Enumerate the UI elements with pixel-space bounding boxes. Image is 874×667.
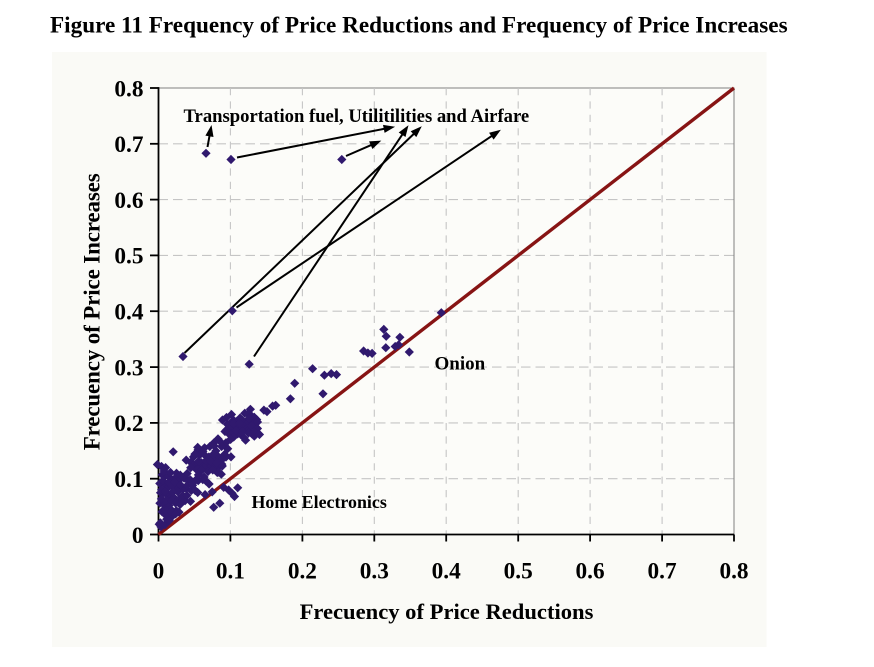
svg-text:0.1: 0.1 [114,467,143,493]
svg-text:0.2: 0.2 [288,559,317,585]
svg-text:0.4: 0.4 [432,559,461,585]
svg-text:Onion: Onion [435,354,486,375]
svg-text:Figure 11 Frequency of Price R: Figure 11 Frequency of Price Reductions … [50,12,788,38]
svg-text:0.3: 0.3 [114,355,143,381]
svg-text:0.1: 0.1 [216,559,245,585]
svg-text:0.5: 0.5 [114,244,143,270]
svg-text:0.7: 0.7 [648,559,677,585]
svg-text:0.2: 0.2 [114,411,143,437]
svg-text:Transportation fuel, Utilitili: Transportation fuel, Utilitilities and A… [184,106,530,127]
svg-text:Frecuency of Price Increases: Frecuency of Price Increases [79,173,104,450]
svg-text:0: 0 [153,559,165,585]
svg-text:Frecuency of Price Reductions: Frecuency of Price Reductions [300,599,594,624]
svg-text:0.4: 0.4 [114,300,143,326]
svg-text:0: 0 [132,523,144,549]
svg-text:0.6: 0.6 [114,188,143,214]
svg-text:Home Electronics: Home Electronics [252,492,387,512]
svg-text:0.6: 0.6 [576,559,605,585]
svg-text:0.5: 0.5 [504,559,533,585]
svg-text:0.8: 0.8 [114,76,143,102]
svg-text:0.7: 0.7 [114,132,143,158]
svg-text:0.3: 0.3 [360,559,389,585]
svg-text:0.8: 0.8 [719,559,748,585]
